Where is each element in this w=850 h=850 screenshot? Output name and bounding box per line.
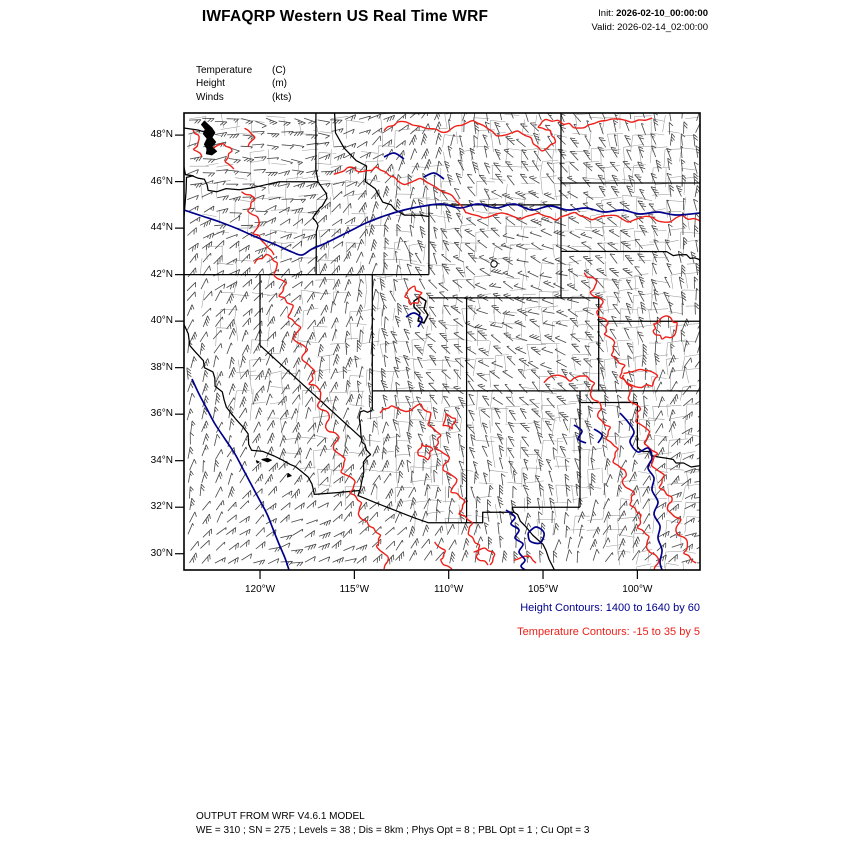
legend-item-height: Height (m) bbox=[196, 78, 287, 90]
lon-tick-label: 115°W bbox=[339, 584, 370, 595]
model-footer: OUTPUT FROM WRF V4.6.1 MODEL WE = 310 ; … bbox=[196, 810, 589, 838]
height-contours bbox=[184, 152, 700, 570]
water-body bbox=[255, 460, 260, 464]
lat-tick-label: 38°N bbox=[150, 361, 173, 373]
lat-tick-label: 30°N bbox=[150, 547, 173, 559]
height-contour-info: Height Contours: 1400 to 1640 by 60 bbox=[520, 602, 700, 614]
legend-item-winds: Winds (kts) bbox=[196, 91, 292, 103]
lon-tick-label: 120°W bbox=[244, 584, 276, 595]
temperature-contours bbox=[192, 117, 700, 570]
water-body bbox=[286, 473, 292, 478]
water-body bbox=[201, 120, 218, 156]
lat-tick-label: 46°N bbox=[150, 175, 173, 187]
lake-outline bbox=[413, 296, 429, 324]
temperature-contour-info: Temperature Contours: -15 to 35 by 5 bbox=[517, 626, 700, 638]
county-lines bbox=[188, 113, 700, 570]
lat-tick-label: 48°N bbox=[150, 129, 173, 141]
map-content bbox=[184, 113, 700, 570]
water-body bbox=[261, 457, 272, 463]
lat-tick-label: 32°N bbox=[150, 501, 173, 513]
lon-tick-label: 105°W bbox=[527, 584, 559, 595]
lat-tick-label: 44°N bbox=[150, 222, 173, 234]
valid-time: Valid: 2026-02-14_02:00:00 bbox=[591, 21, 708, 35]
init-value: 2026-02-10_00:00:00 bbox=[616, 8, 708, 19]
legend-item-temperature: Temperature (C) bbox=[196, 65, 286, 76]
footer-line2: WE = 310 ; SN = 275 ; Levels = 38 ; Dis … bbox=[196, 825, 590, 836]
init-time: Init: 2026-02-10_00:00:00 bbox=[591, 7, 708, 21]
lat-tick-label: 36°N bbox=[150, 408, 173, 420]
page-title: IWFAQRP Western US Real Time WRF bbox=[201, 8, 489, 25]
map-frame bbox=[183, 112, 701, 571]
lat-tick-label: 42°N bbox=[150, 268, 173, 280]
axis-ticks bbox=[175, 134, 638, 579]
lat-tick-label: 40°N bbox=[150, 315, 173, 327]
model-time-block: Init: 2026-02-10_00:00:00 Valid: 2026-02… bbox=[591, 7, 708, 34]
variable-legend: Temperature (C) Height (m) Winds (kts) bbox=[196, 64, 291, 104]
lat-tick-label: 34°N bbox=[150, 454, 173, 466]
init-label: Init: bbox=[598, 8, 614, 19]
valid-label: Valid: bbox=[591, 21, 615, 33]
lon-tick-label: 110°W bbox=[433, 584, 464, 595]
state-borders bbox=[184, 113, 700, 570]
lon-tick-label: 100°W bbox=[622, 584, 653, 595]
footer-line1: OUTPUT FROM WRF V4.6.1 MODEL bbox=[196, 811, 365, 822]
small-circle-marker bbox=[490, 260, 498, 268]
valid-value: 2026-02-14_02:00:00 bbox=[617, 21, 708, 33]
